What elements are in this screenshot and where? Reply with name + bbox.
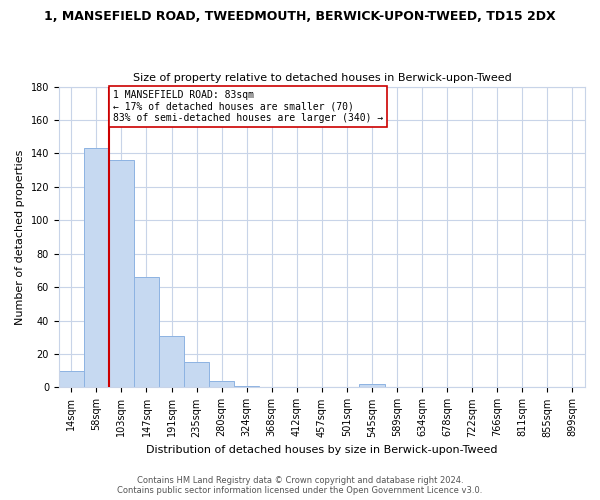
Bar [359, 384, 385, 388]
Bar [184, 362, 209, 388]
Bar [84, 148, 109, 388]
Text: 1, MANSEFIELD ROAD, TWEEDMOUTH, BERWICK-UPON-TWEED, TD15 2DX: 1, MANSEFIELD ROAD, TWEEDMOUTH, BERWICK-… [44, 10, 556, 23]
Bar [234, 386, 259, 388]
X-axis label: Distribution of detached houses by size in Berwick-upon-Tweed: Distribution of detached houses by size … [146, 445, 497, 455]
Bar [159, 336, 184, 388]
Y-axis label: Number of detached properties: Number of detached properties [15, 150, 25, 324]
Title: Size of property relative to detached houses in Berwick-upon-Tweed: Size of property relative to detached ho… [133, 73, 511, 83]
Bar [59, 370, 84, 388]
Bar [109, 160, 134, 388]
Bar [134, 277, 159, 388]
Bar [209, 381, 234, 388]
Text: 1 MANSEFIELD ROAD: 83sqm
← 17% of detached houses are smaller (70)
83% of semi-d: 1 MANSEFIELD ROAD: 83sqm ← 17% of detach… [113, 90, 383, 123]
Text: Contains HM Land Registry data © Crown copyright and database right 2024.
Contai: Contains HM Land Registry data © Crown c… [118, 476, 482, 495]
